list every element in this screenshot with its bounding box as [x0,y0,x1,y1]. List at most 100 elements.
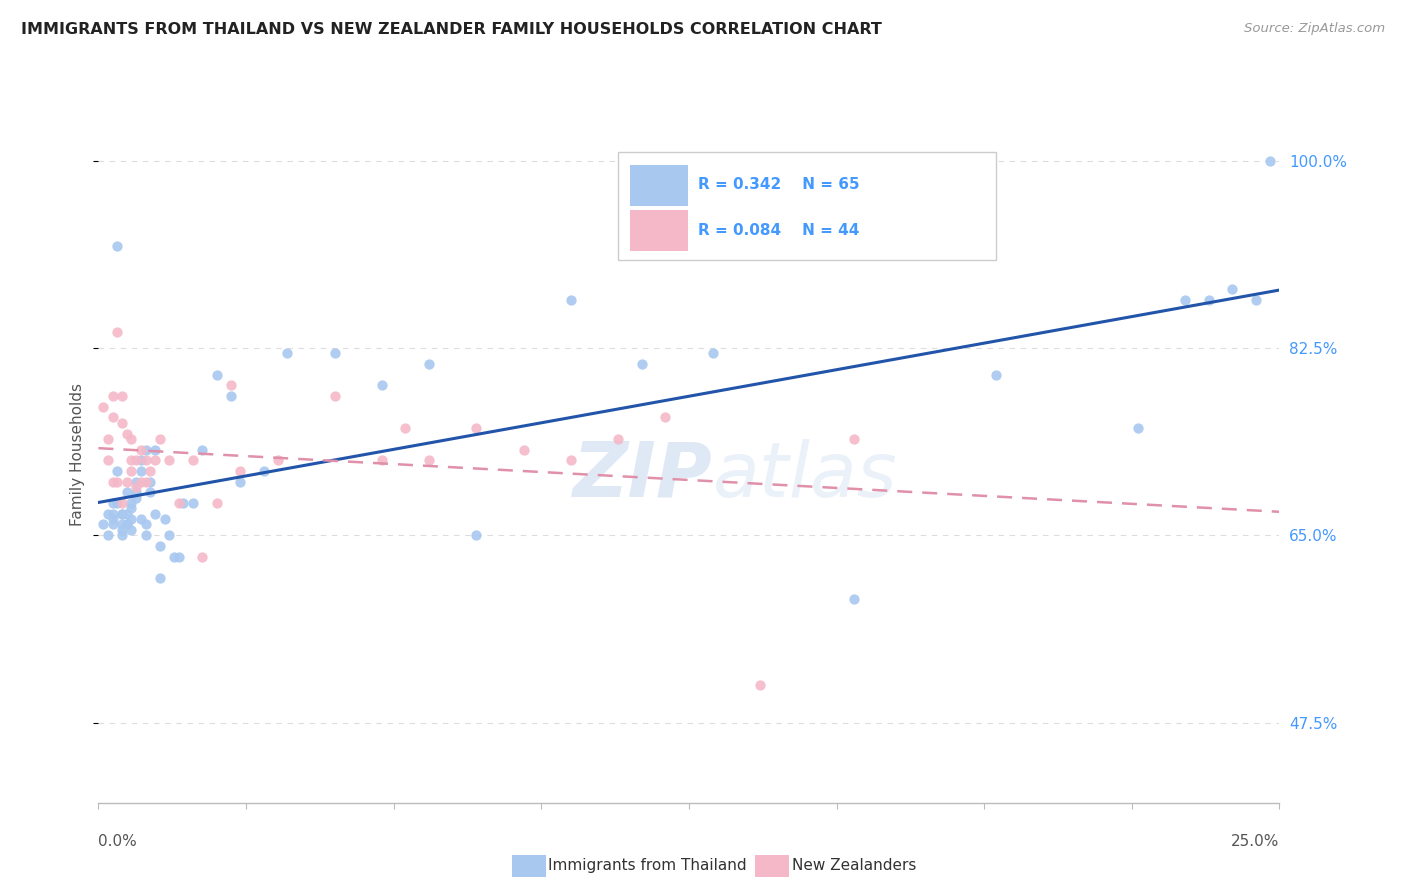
Point [139,464,162,478]
Point [149,539,172,553]
Point [121,453,143,467]
Point [121,464,143,478]
Point [1220,282,1243,296]
Point [135,517,157,532]
Point [465,528,488,542]
Point [121,496,143,510]
Point [135,453,157,467]
Point [97,432,120,446]
FancyBboxPatch shape [619,153,995,260]
Point [371,453,394,467]
Point [181,496,204,510]
Text: Source: ZipAtlas.com: Source: ZipAtlas.com [1244,22,1385,36]
Point [101,475,124,489]
Point [105,496,128,510]
Point [153,512,176,526]
Point [111,523,134,537]
Point [115,517,138,532]
Point [91,400,114,414]
Text: R = 0.084    N = 44: R = 0.084 N = 44 [699,223,859,237]
Point [229,475,252,489]
Point [560,453,582,467]
Point [844,432,866,446]
Text: ZIP: ZIP [572,439,713,513]
Point [1198,293,1220,307]
Point [129,442,152,457]
Point [111,528,134,542]
Point [111,496,134,510]
Point [205,496,228,510]
Point [984,368,1007,382]
Point [115,426,138,441]
Point [101,389,124,403]
Point [418,357,440,371]
Text: IMMIGRANTS FROM THAILAND VS NEW ZEALANDER FAMILY HOUSEHOLDS CORRELATION CHART: IMMIGRANTS FROM THAILAND VS NEW ZEALANDE… [21,22,882,37]
Point [253,464,276,478]
Point [1258,153,1281,168]
Point [191,442,214,457]
Point [1126,421,1149,435]
Point [143,442,166,457]
Point [111,389,134,403]
Point [172,496,194,510]
Point [105,239,128,253]
Point [191,549,214,564]
Point [111,416,134,430]
FancyBboxPatch shape [630,210,688,251]
Point [167,496,190,510]
Point [139,475,162,489]
Point [465,421,488,435]
Point [654,410,676,425]
Point [121,501,143,516]
Point [149,432,172,446]
Point [115,475,138,489]
Text: 25.0%: 25.0% [1232,834,1279,849]
Point [129,512,152,526]
Point [135,528,157,542]
Point [560,293,582,307]
Point [630,357,652,371]
Point [323,346,346,360]
Point [371,378,394,392]
Point [121,432,143,446]
Point [702,346,724,360]
Point [607,432,630,446]
Point [101,496,124,510]
Point [512,442,534,457]
Point [157,528,180,542]
Text: 0.0%: 0.0% [98,834,138,849]
Text: R = 0.342    N = 65: R = 0.342 N = 65 [699,178,860,193]
Point [111,517,134,532]
Point [844,592,866,607]
Point [91,517,114,532]
Point [129,475,152,489]
Point [181,453,204,467]
Point [105,325,128,339]
Point [323,389,346,403]
Point [115,485,138,500]
Point [1244,293,1267,307]
Point [748,678,770,692]
Point [101,507,124,521]
Point [167,549,190,564]
Point [115,517,138,532]
Point [125,453,148,467]
Text: Immigrants from Thailand: Immigrants from Thailand [548,858,747,872]
Point [139,485,162,500]
Point [1174,293,1197,307]
Point [111,507,134,521]
Point [276,346,298,360]
Point [135,442,157,457]
Point [125,485,148,500]
Text: New Zealanders: New Zealanders [792,858,915,872]
Point [121,523,143,537]
Point [101,517,124,532]
Point [105,475,128,489]
Point [219,389,242,403]
Text: atlas: atlas [713,439,897,513]
Point [97,528,120,542]
Point [105,464,128,478]
Point [125,475,148,489]
Point [157,453,180,467]
Point [418,453,440,467]
